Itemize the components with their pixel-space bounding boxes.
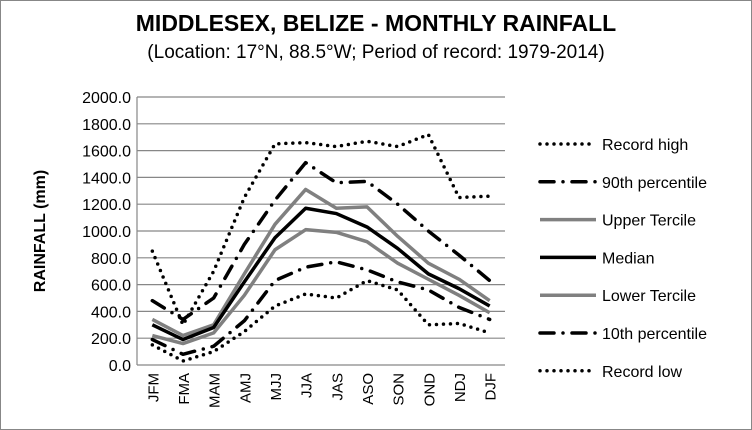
x-tick-label: MJJ bbox=[268, 373, 285, 401]
series-line-10th-percentile bbox=[150, 260, 492, 357]
chart-title: MIDDLESEX, BELIZE - MONTHLY RAINFALL bbox=[135, 10, 617, 36]
y-tick-label: 1800.0 bbox=[82, 117, 131, 134]
y-tick-label: 400.0 bbox=[91, 304, 131, 321]
y-axis-label: RAINFALL (mm) bbox=[32, 170, 49, 292]
chart-subtitle: (Location: 17°N, 88.5°W; Period of recor… bbox=[147, 42, 605, 63]
x-tick-label: FMA bbox=[176, 373, 193, 405]
legend-label: Lower Tercile bbox=[602, 288, 696, 305]
y-tick-label: 1400.0 bbox=[82, 170, 131, 187]
x-tick-label: AMJ bbox=[237, 373, 254, 403]
series-line-upper-tercile bbox=[151, 187, 491, 338]
series-line-90th-percentile bbox=[150, 160, 492, 322]
legend-label: Median bbox=[602, 250, 654, 267]
legend-label: Upper Tercile bbox=[602, 213, 696, 230]
y-tick-label: 200.0 bbox=[91, 331, 131, 348]
x-tick-label: JJA bbox=[299, 373, 316, 398]
x-tick-label: JAS bbox=[329, 373, 346, 401]
series-line-record-low bbox=[150, 278, 492, 363]
legend-label: 10th percentile bbox=[602, 326, 707, 343]
x-tick-label: ASO bbox=[360, 373, 377, 405]
series-line-median bbox=[151, 206, 491, 342]
y-tick-label: 600.0 bbox=[91, 278, 131, 295]
y-tick-label: 1600.0 bbox=[82, 144, 131, 161]
y-tick-label: 0.0 bbox=[109, 358, 131, 375]
series-line-lower-tercile bbox=[151, 227, 491, 346]
legend-label: 90th percentile bbox=[602, 175, 707, 192]
x-tick-label: JFM bbox=[145, 373, 162, 402]
x-tick-label: MAM bbox=[207, 373, 224, 408]
y-tick-label: 1200.0 bbox=[82, 197, 131, 214]
x-tick-label: NDJ bbox=[452, 373, 469, 402]
x-tick-label: OND bbox=[421, 373, 438, 407]
legend-label: Record low bbox=[602, 364, 682, 381]
y-tick-label: 800.0 bbox=[91, 251, 131, 268]
y-tick-label: 1000.0 bbox=[82, 224, 131, 241]
x-tick-label: SON bbox=[391, 373, 408, 406]
legend-label: Record high bbox=[602, 137, 688, 154]
series-line-record-high bbox=[150, 132, 492, 327]
y-tick-label: 2000.0 bbox=[82, 90, 131, 107]
x-tick-label: DJF bbox=[483, 373, 500, 401]
